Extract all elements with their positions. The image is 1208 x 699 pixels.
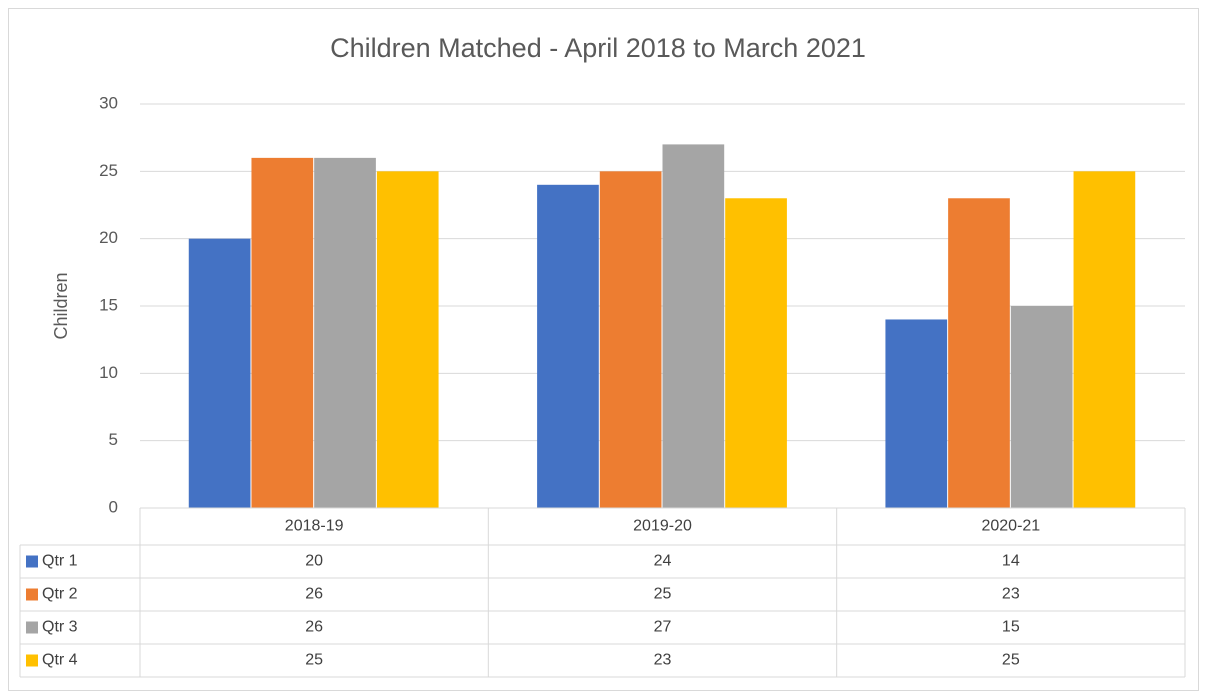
table-value: 20 xyxy=(305,553,323,570)
bar xyxy=(1010,306,1073,508)
bar xyxy=(251,157,314,508)
y-tick-label: 25 xyxy=(99,161,118,180)
y-tick-label: 10 xyxy=(99,363,118,382)
bar xyxy=(599,171,662,509)
table-value: 14 xyxy=(1002,553,1020,570)
y-tick-label: 30 xyxy=(99,93,118,112)
bar xyxy=(537,184,599,509)
y-tick-label: 15 xyxy=(99,295,118,314)
y-tick-label: 5 xyxy=(109,430,118,449)
table-value: 26 xyxy=(305,619,323,636)
table-value: 25 xyxy=(305,652,323,669)
legend-label: Qtr 4 xyxy=(42,652,78,669)
table-value: 15 xyxy=(1002,619,1020,636)
y-tick-label: 20 xyxy=(99,228,118,247)
x-tick-label: 2018-19 xyxy=(285,518,344,535)
table-value: 27 xyxy=(654,619,672,636)
legend-label: Qtr 3 xyxy=(42,619,78,636)
legend-swatch xyxy=(26,588,38,601)
legend-label: Qtr 1 xyxy=(42,553,78,570)
legend-label: Qtr 2 xyxy=(42,586,78,603)
chart-title: Children Matched - April 2018 to March 2… xyxy=(330,33,866,63)
bar xyxy=(662,144,725,508)
table-value: 25 xyxy=(1002,652,1020,669)
bar xyxy=(725,198,787,508)
bar xyxy=(1073,171,1136,509)
x-tick-label: 2019-20 xyxy=(633,518,692,535)
bar xyxy=(948,198,1010,508)
table-value: 23 xyxy=(654,652,672,669)
bar xyxy=(376,171,439,509)
legend-swatch xyxy=(26,555,38,568)
legend-swatch xyxy=(26,654,38,667)
table-value: 25 xyxy=(654,586,672,603)
bar xyxy=(188,238,251,508)
bar xyxy=(314,157,376,508)
x-tick-label: 2020-21 xyxy=(981,518,1040,535)
y-tick-label: 0 xyxy=(109,497,118,516)
bar xyxy=(885,319,948,508)
y-axis-label: Children xyxy=(51,272,71,339)
legend-swatch xyxy=(26,621,38,634)
table-value: 26 xyxy=(305,586,323,603)
table-value: 23 xyxy=(1002,586,1020,603)
table-value: 24 xyxy=(654,553,672,570)
